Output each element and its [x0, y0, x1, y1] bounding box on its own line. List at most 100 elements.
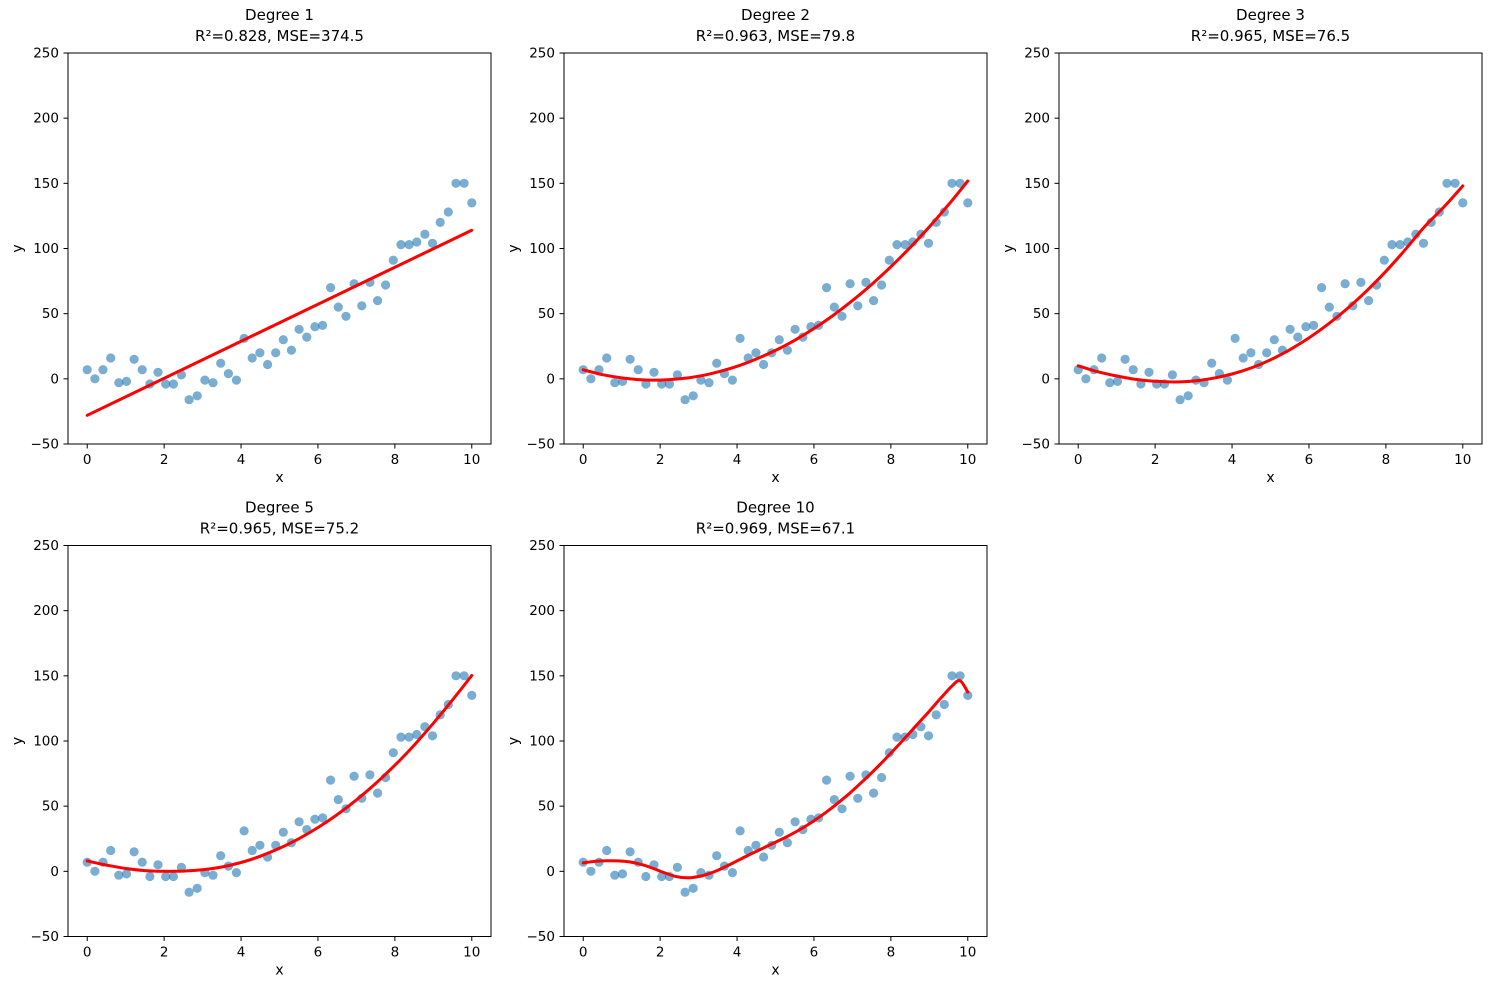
scatter-point — [923, 238, 934, 248]
scatter-point — [137, 365, 147, 375]
scatter-point — [735, 826, 745, 836]
subplot-degree-2: Degree 2 R²=0.963, MSE=79.8 0 2 4 6 8 10 −50 0 50 1… — [506, 6, 988, 486]
y-tick-label: 100 — [33, 241, 59, 257]
x-tick-label: 0 — [579, 945, 588, 961]
scatter-point — [625, 847, 635, 857]
scatter-point — [373, 296, 383, 306]
x-tick-label: 2 — [1151, 452, 1160, 468]
scatter-point — [184, 395, 194, 405]
fit-line — [1076, 184, 1465, 384]
scatter-point — [853, 301, 863, 311]
scatter-point — [625, 354, 635, 364]
scatter-point — [98, 365, 108, 375]
scatter-point — [586, 866, 596, 876]
scatter-point — [1238, 353, 1248, 363]
scatter-point — [121, 869, 132, 879]
x-tick-label: 10 — [463, 945, 480, 961]
y-tick-label: 50 — [538, 799, 555, 815]
scatter-point — [294, 324, 304, 334]
x-tick-label: 8 — [887, 452, 896, 468]
scatter-point — [680, 887, 690, 897]
scatter-points — [578, 178, 973, 405]
subplot-subtitle: R²=0.828, MSE=374.5 — [195, 27, 364, 45]
scatter-point — [153, 860, 163, 870]
plot-frame — [67, 52, 492, 445]
y-axis-label: y — [10, 244, 26, 252]
x-tick-label: 0 — [579, 452, 588, 468]
scatter-point — [247, 353, 257, 363]
y-tick-label: 250 — [1024, 46, 1050, 62]
scatter-point — [443, 207, 453, 217]
scatter-point — [1097, 353, 1107, 363]
subplot-subtitle: R²=0.963, MSE=79.8 — [696, 27, 855, 45]
scatter-point — [388, 255, 398, 265]
scatter-points — [82, 178, 477, 405]
scatter-point — [459, 178, 469, 188]
scatter-point — [121, 376, 132, 386]
scatter-point — [333, 302, 343, 312]
scatter-point — [302, 332, 312, 342]
y-tick-label: −50 — [31, 437, 60, 453]
x-axis-label: x — [771, 963, 779, 979]
y-tick-label: 50 — [538, 306, 555, 322]
scatter-point — [892, 240, 902, 250]
scatter-point — [837, 804, 847, 814]
scatter-point — [114, 378, 124, 388]
scatter-point — [1418, 238, 1429, 248]
scatter-point — [1175, 395, 1185, 405]
y-tick-label: 200 — [33, 603, 59, 619]
fit-line — [581, 179, 970, 382]
x-tick-label: 8 — [1382, 452, 1391, 468]
scatter-point — [373, 788, 383, 798]
x-tick-label: 2 — [160, 945, 169, 961]
scatter-point — [381, 280, 391, 290]
x-tick-label: 4 — [733, 452, 742, 468]
subplot-title: Degree 3 — [1236, 6, 1305, 24]
scatter-point — [1128, 365, 1138, 375]
scatter-point — [161, 871, 171, 882]
y-tick-label: 50 — [1033, 306, 1050, 322]
y-tick-label: 50 — [42, 306, 59, 322]
scatter-point — [829, 302, 839, 312]
scatter-point — [278, 827, 288, 837]
scatter-point — [247, 845, 257, 856]
scatter-point — [1387, 240, 1397, 250]
scatter-point — [1293, 332, 1303, 342]
scatter-point — [161, 379, 171, 389]
scatter-point — [451, 178, 461, 188]
scatter-point — [774, 827, 784, 837]
y-tick-label: 250 — [529, 538, 555, 554]
scatter-point — [388, 748, 398, 758]
scatter-point — [278, 335, 288, 345]
x-tick-label: 10 — [1454, 452, 1471, 468]
scatter-point — [231, 375, 241, 385]
subplot-degree-1: Degree 1 R²=0.828, MSE=374.5 0 2 4 6 8 10 −50 0 50… — [10, 6, 492, 486]
scatter-point — [333, 795, 343, 805]
scatter-point — [467, 198, 477, 208]
x-tick-label: 0 — [1074, 452, 1083, 468]
y-tick-label: 0 — [546, 864, 555, 880]
scatter-point — [1262, 348, 1272, 358]
scatter-point — [892, 732, 902, 742]
scatter-point — [633, 365, 643, 375]
y-axis-label: y — [506, 737, 522, 745]
scatter-point — [641, 871, 651, 882]
scatter-point — [396, 732, 406, 742]
y-axis-label: y — [1001, 244, 1017, 252]
y-tick-label: 150 — [529, 176, 555, 192]
scatter-point — [1309, 320, 1319, 330]
scatter-point — [459, 671, 469, 681]
scatter-point — [845, 279, 855, 289]
x-tick-label: 2 — [656, 452, 665, 468]
scatter-point — [672, 370, 683, 380]
scatter-point — [129, 354, 139, 364]
scatter-point — [412, 237, 422, 247]
y-tick-label: 150 — [33, 668, 59, 684]
scatter-point — [396, 240, 406, 250]
scatter-point — [664, 379, 675, 389]
scatter-point — [349, 771, 359, 781]
plot-frame — [563, 545, 988, 937]
scatter-point — [168, 871, 178, 882]
